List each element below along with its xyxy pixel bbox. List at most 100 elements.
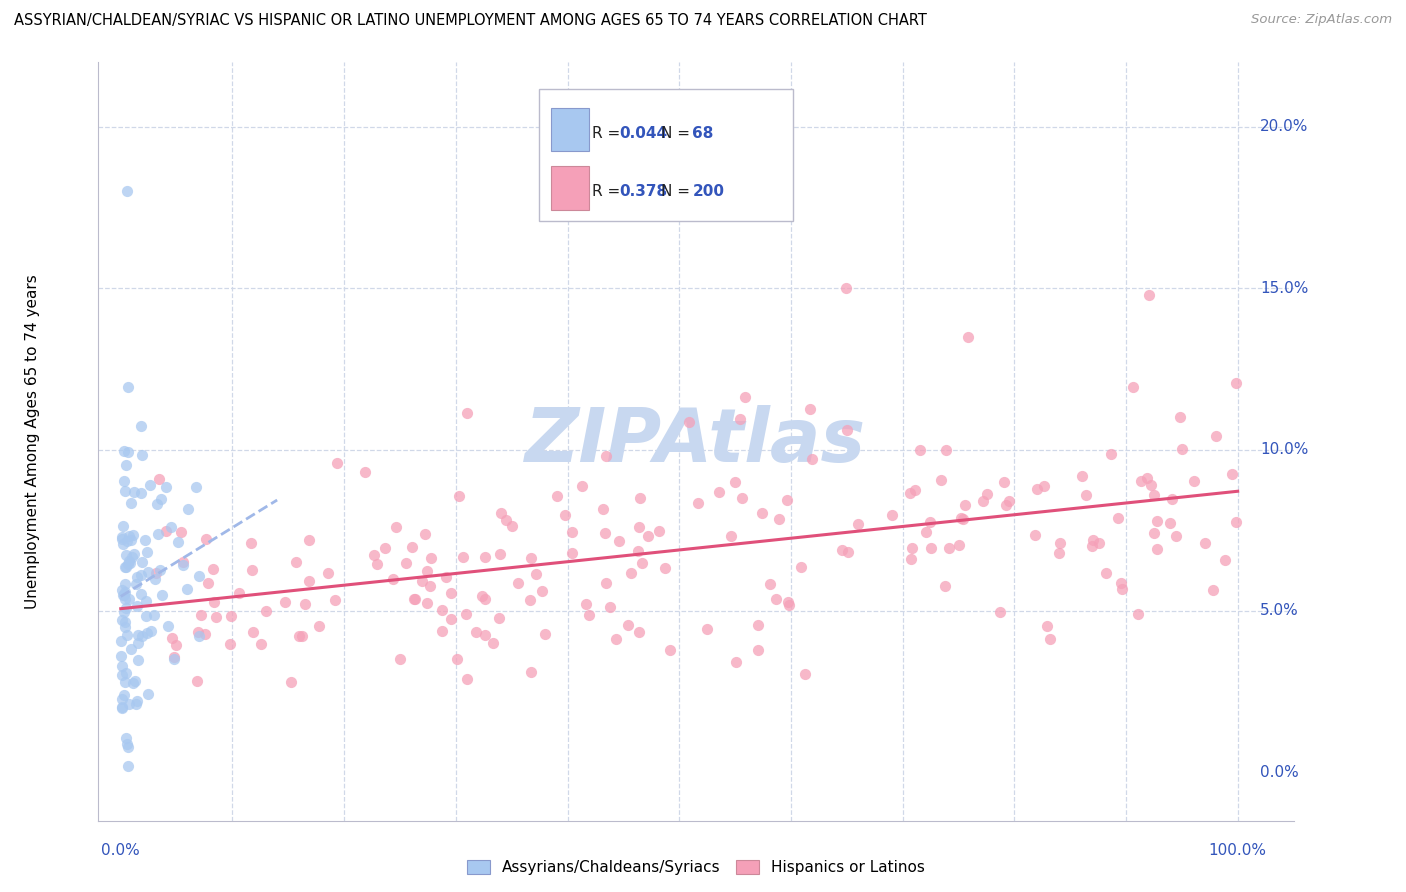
Point: [898, 486, 921, 500]
Point: [111, 667, 134, 681]
Point: [998, 494, 1021, 508]
Text: 20.0%: 20.0%: [1260, 120, 1309, 135]
Point: [628, 491, 651, 505]
Point: [934, 579, 956, 593]
Point: [115, 600, 138, 615]
Point: [451, 550, 474, 565]
Point: [316, 566, 339, 581]
Point: [114, 584, 136, 599]
Point: [595, 450, 617, 464]
Point: [416, 564, 439, 578]
Point: [136, 565, 159, 579]
Point: [155, 480, 177, 494]
Point: [948, 538, 970, 552]
Point: [628, 520, 651, 534]
Point: [1137, 287, 1160, 301]
Point: [294, 597, 316, 611]
Point: [454, 607, 477, 621]
Point: [162, 631, 184, 645]
Point: [110, 659, 132, 673]
Point: [112, 474, 135, 488]
Point: [835, 281, 858, 295]
Point: [114, 549, 136, 563]
Point: [146, 527, 169, 541]
Point: [401, 540, 423, 554]
Point: [648, 524, 671, 538]
FancyBboxPatch shape: [551, 166, 589, 210]
Point: [125, 694, 148, 708]
Point: [389, 652, 412, 666]
Point: [114, 560, 136, 574]
Point: [298, 574, 321, 589]
Point: [163, 651, 186, 665]
Point: [831, 542, 853, 557]
Text: 15.0%: 15.0%: [1260, 281, 1309, 296]
Point: [111, 532, 134, 546]
Point: [575, 597, 598, 611]
Point: [118, 591, 141, 606]
Point: [177, 502, 200, 516]
Point: [1049, 536, 1071, 550]
Point: [915, 524, 938, 539]
Point: [724, 475, 747, 489]
Point: [139, 478, 162, 492]
Point: [111, 613, 134, 627]
Point: [148, 472, 170, 486]
Text: Unemployment Among Ages 65 to 74 years: Unemployment Among Ages 65 to 74 years: [25, 274, 41, 609]
Point: [131, 629, 153, 643]
Point: [1081, 539, 1104, 553]
Point: [654, 561, 676, 575]
Text: 68: 68: [693, 126, 714, 141]
Point: [205, 610, 228, 624]
Text: 0.378: 0.378: [620, 184, 668, 199]
Point: [800, 451, 823, 466]
Text: 10.0%: 10.0%: [1260, 442, 1309, 457]
Point: [489, 506, 512, 520]
Point: [172, 555, 194, 569]
Point: [127, 570, 149, 584]
Point: [122, 528, 145, 542]
Point: [935, 442, 957, 457]
Point: [129, 418, 152, 433]
Point: [534, 627, 557, 641]
Point: [495, 513, 517, 527]
Point: [530, 584, 553, 599]
Point: [561, 525, 583, 540]
Point: [280, 674, 302, 689]
Point: [125, 576, 148, 591]
Point: [155, 524, 177, 539]
Point: [835, 423, 858, 437]
Point: [957, 329, 980, 343]
Point: [124, 548, 146, 562]
Point: [114, 483, 136, 498]
Point: [111, 588, 134, 602]
Text: R =: R =: [592, 126, 624, 141]
Point: [799, 402, 821, 417]
Point: [118, 698, 141, 712]
Point: [1164, 528, 1187, 542]
Point: [112, 605, 135, 619]
Point: [145, 566, 167, 581]
Point: [160, 519, 183, 533]
Point: [1111, 582, 1133, 597]
Point: [880, 508, 903, 522]
Point: [413, 527, 436, 541]
Point: [194, 627, 217, 641]
Point: [776, 595, 799, 609]
Point: [1129, 474, 1152, 488]
Point: [593, 526, 616, 541]
Point: [605, 632, 627, 646]
Point: [1107, 510, 1129, 524]
Point: [219, 608, 242, 623]
Point: [1171, 442, 1194, 456]
Point: [1182, 474, 1205, 488]
Point: [474, 549, 496, 564]
Point: [471, 590, 494, 604]
Point: [474, 592, 496, 607]
Point: [949, 511, 972, 525]
Text: 200: 200: [693, 184, 724, 199]
Text: ZIPAtlas: ZIPAtlas: [526, 405, 866, 478]
Point: [465, 624, 488, 639]
Text: ASSYRIAN/CHALDEAN/SYRIAC VS HISPANIC OR LATINO UNEMPLOYMENT AMONG AGES 65 TO 74 : ASSYRIAN/CHALDEAN/SYRIAC VS HISPANIC OR …: [14, 13, 927, 29]
Point: [620, 566, 643, 580]
